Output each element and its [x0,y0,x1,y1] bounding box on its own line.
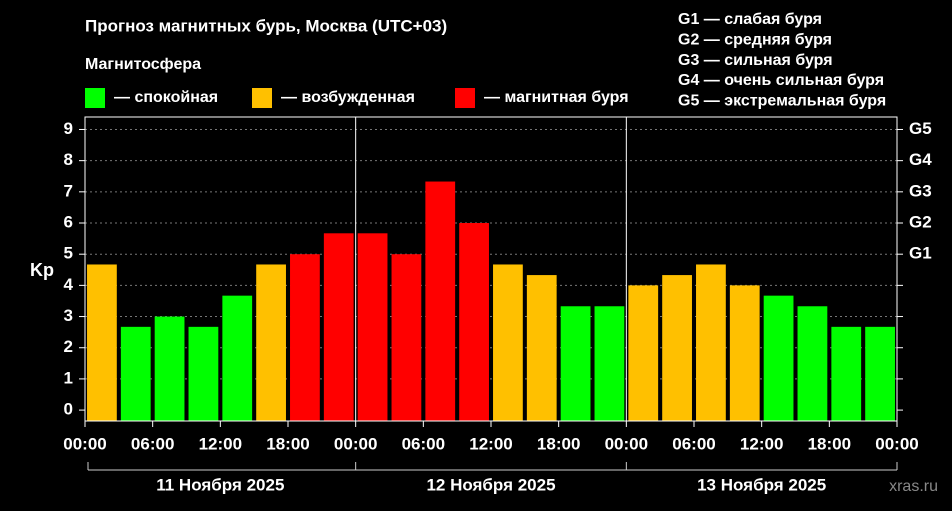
y2-tick-label: G4 [909,150,932,169]
y-tick-label: 2 [64,337,73,356]
y-tick-label: 5 [64,244,73,263]
legend-swatch [85,88,105,108]
x-tick-label: 12:00 [199,434,242,453]
y-tick-label: 9 [64,119,73,138]
y-tick-label: 8 [64,150,73,169]
x-tick-label: 18:00 [266,434,309,453]
bar [256,264,286,421]
bar [797,306,828,421]
bar [696,264,726,421]
bar [323,233,354,421]
x-tick-label: 18:00 [808,434,851,453]
x-tick-label: 18:00 [537,434,580,453]
date-label: 13 Ноября 2025 [697,475,826,494]
legend-swatch [455,88,475,108]
x-tick-label: 06:00 [672,434,715,453]
date-label: 12 Ноября 2025 [426,475,555,494]
bar [222,295,253,421]
storm-level: G1 — слабая буря [678,11,822,28]
bar [188,326,219,421]
y-tick-label: 4 [64,275,74,294]
y-axis-label: Kp [30,260,54,280]
legend-label: — спокойная [114,89,218,106]
bar [594,306,625,421]
x-tick-label: 06:00 [131,434,174,453]
bar [560,306,591,421]
legend-label: — магнитная буря [484,89,629,106]
chart-title: Прогноз магнитных бурь, Москва (UTC+03) [85,16,447,35]
x-tick-label: 00:00 [875,434,918,453]
bar [729,285,760,421]
storm-level: G3 — сильная буря [678,52,833,69]
y-tick-label: 3 [64,306,73,325]
y2-tick-label: G3 [909,181,932,200]
date-label: 11 Ноября 2025 [156,475,284,494]
y-tick-label: 7 [64,181,73,200]
y2-tick-label: G2 [909,212,932,231]
y-tick-label: 0 [64,400,73,419]
x-tick-label: 06:00 [402,434,445,453]
bar [425,181,456,421]
x-tick-label: 00:00 [334,434,377,453]
y-tick-label: 1 [64,368,73,387]
storm-level: G2 — средняя буря [678,32,832,49]
bar [87,264,117,421]
bar [865,326,895,421]
bar [493,264,523,421]
legend-swatch [252,88,272,108]
y-tick-label: 6 [64,212,73,231]
bar [662,275,692,421]
legend-label: — возбужденная [281,89,415,106]
y2-tick-label: G1 [909,244,932,263]
bar [459,223,489,421]
bar [526,275,557,421]
storm-level: G5 — экстремальная буря [678,92,886,109]
x-tick-label: 00:00 [605,434,648,453]
bar [120,326,151,421]
storm-level: G4 — очень сильная буря [678,72,884,89]
x-tick-label: 12:00 [740,434,783,453]
x-tick-label: 00:00 [63,434,106,453]
y2-tick-label: G5 [909,119,932,138]
bar [357,233,388,421]
bar [628,285,659,421]
bar [391,254,422,421]
bar [154,316,185,421]
bar [763,295,794,421]
bar [290,254,320,421]
watermark: xras.ru [889,478,938,495]
x-tick-label: 12:00 [469,434,512,453]
legend-title: Магнитосфера [85,56,201,73]
bar [831,326,862,421]
